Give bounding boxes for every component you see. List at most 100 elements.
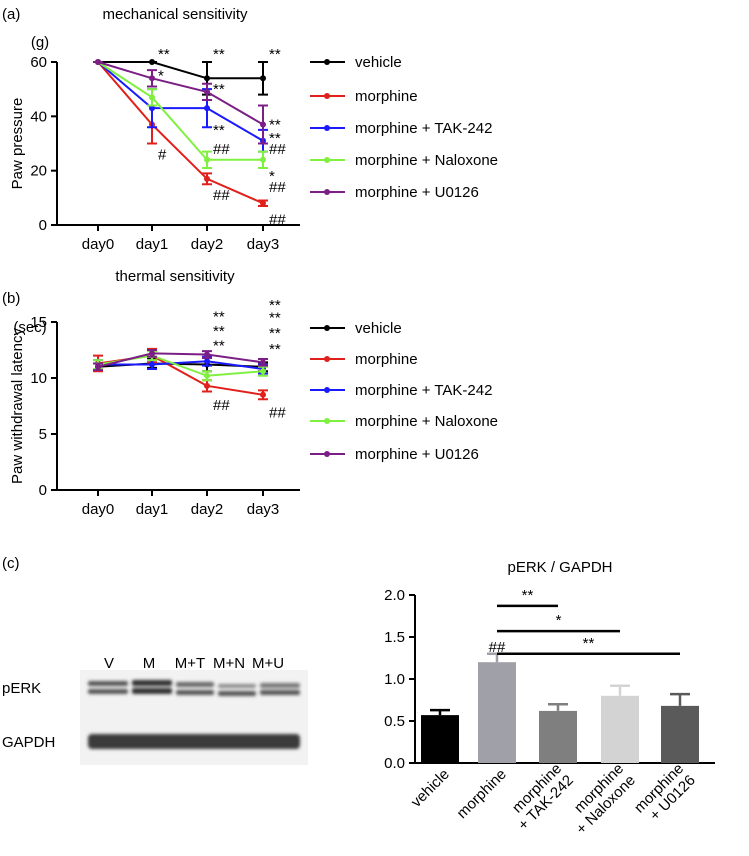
band xyxy=(132,688,172,694)
point xyxy=(260,121,266,128)
band xyxy=(218,691,256,696)
point xyxy=(204,372,210,379)
panel-label: (a) xyxy=(2,6,20,23)
y-tick-label: 60 xyxy=(30,54,47,71)
row-label: GAPDH xyxy=(2,734,55,751)
legend-label: morphine xyxy=(355,351,418,368)
lane-label: M+U xyxy=(252,655,284,672)
error-bar xyxy=(610,684,630,696)
y-tick-label: 15 xyxy=(30,314,47,331)
point xyxy=(204,351,210,358)
significance: ## xyxy=(489,639,506,656)
series-line xyxy=(98,360,264,371)
point xyxy=(149,350,155,357)
significance: # xyxy=(158,146,167,163)
x-tick-label: day2 xyxy=(191,501,224,518)
chart-title: mechanical sensitivity xyxy=(102,6,248,23)
significance: ** xyxy=(269,325,281,342)
bar xyxy=(421,715,459,763)
significance: * xyxy=(269,168,275,185)
legend-marker xyxy=(324,125,330,131)
x-tick-label: day0 xyxy=(82,236,115,253)
significance: * xyxy=(158,68,164,85)
series-line xyxy=(97,61,264,126)
band xyxy=(88,734,300,749)
significance: ## xyxy=(269,141,286,158)
band xyxy=(260,690,300,695)
error-bar xyxy=(670,692,690,706)
point xyxy=(204,105,210,112)
significance: ## xyxy=(213,141,230,158)
blot-bands xyxy=(88,680,300,749)
significance: ## xyxy=(269,405,286,422)
lane-label: V xyxy=(104,655,114,672)
x-tick-label: day3 xyxy=(247,236,280,253)
lane-label: M+N xyxy=(213,655,245,672)
point xyxy=(260,75,266,82)
legend-label: vehicle xyxy=(355,54,402,71)
point xyxy=(204,75,210,82)
band xyxy=(88,689,128,694)
point xyxy=(260,200,266,207)
significance: ** xyxy=(522,587,534,604)
series-line xyxy=(97,61,264,205)
legend-marker xyxy=(324,93,330,99)
y-tick-label: 5 xyxy=(39,426,47,443)
panel-label: (b) xyxy=(2,290,20,307)
legend-marker xyxy=(324,189,330,195)
legend-label: morphine + Naloxone xyxy=(355,413,498,430)
significance: ** xyxy=(269,46,281,63)
legend-label: vehicle xyxy=(355,320,402,337)
x-tick-label: day1 xyxy=(136,236,169,253)
y-tick-label: 0 xyxy=(39,217,47,234)
legend-label: morphine + U0126 xyxy=(355,184,479,201)
significance: ** xyxy=(158,46,170,63)
significance: ** xyxy=(269,130,281,147)
point xyxy=(95,59,101,65)
lane-label: M xyxy=(143,655,156,672)
chart-title: pERK / GAPDH xyxy=(507,559,612,576)
band xyxy=(132,680,172,686)
band xyxy=(88,681,128,686)
bar xyxy=(539,710,577,763)
legend-label: morphine + TAK-242 xyxy=(355,382,492,399)
x-tick-label: day1 xyxy=(136,501,169,518)
row-label: pERK xyxy=(2,680,41,697)
y-tick-label: 1.0 xyxy=(384,671,405,688)
point xyxy=(95,363,101,370)
y-tick-label: 40 xyxy=(30,108,47,125)
legend-label: morphine + TAK-242 xyxy=(355,120,492,137)
x-tick-label: day2 xyxy=(191,236,224,253)
significance: ** xyxy=(269,310,281,327)
band xyxy=(260,683,300,688)
series-line xyxy=(97,61,263,161)
legend-label: morphine + U0126 xyxy=(355,446,479,463)
significance: ** xyxy=(269,341,281,358)
panel-label: (c) xyxy=(2,555,20,572)
legend-marker xyxy=(324,451,330,457)
series-line xyxy=(97,61,264,142)
x-tick-label: day0 xyxy=(82,501,115,518)
series-line xyxy=(98,61,263,80)
point xyxy=(204,358,210,365)
y-tick-label: 1.5 xyxy=(384,629,405,646)
legend-label: morphine xyxy=(355,88,418,105)
legend-marker xyxy=(324,356,330,362)
point xyxy=(204,382,210,389)
y-tick-label: 0.5 xyxy=(384,713,405,730)
error-bar xyxy=(430,708,450,716)
series-line xyxy=(97,352,264,368)
point xyxy=(149,105,155,112)
significance: ** xyxy=(213,122,225,139)
significance: ## xyxy=(269,212,286,229)
error-bar xyxy=(548,702,568,711)
significance: * xyxy=(556,612,562,629)
significance: ## xyxy=(269,179,286,196)
y-axis-label: Paw pressure xyxy=(9,98,26,190)
legend-marker xyxy=(324,157,330,163)
unit-label: (g) xyxy=(31,34,49,51)
significance: ** xyxy=(269,297,281,314)
bar xyxy=(601,695,639,763)
y-axis-label: Paw withdrawal latency xyxy=(9,328,26,484)
significance: ** xyxy=(583,635,595,652)
